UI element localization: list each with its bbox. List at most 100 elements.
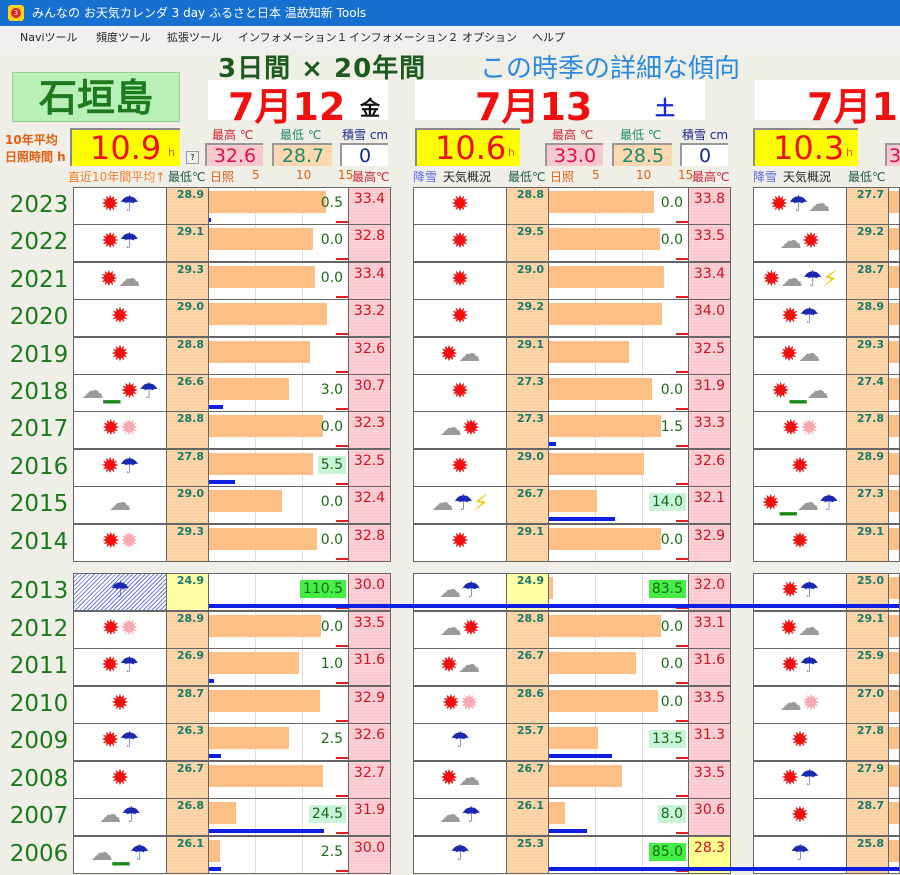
sun-icon: ✹	[790, 728, 810, 753]
sunshine-bar	[889, 228, 899, 251]
weather-cell: ✹	[73, 336, 167, 375]
max-temp-cell: 32.1	[688, 486, 731, 525]
tick-10: 10	[636, 168, 652, 182]
sunshine-bar	[889, 452, 899, 475]
menu-help[interactable]: ヘルプ	[532, 31, 565, 44]
sunshine-bar	[549, 228, 661, 251]
sunshine-cell	[888, 336, 900, 375]
min-temp-cell: 29.1	[846, 610, 889, 649]
max-temp-cell: 30.6	[688, 798, 731, 836]
sunshine-bar	[889, 689, 899, 712]
sunshine-cell: 85.0	[548, 835, 899, 874]
min-temp-cell: 28.8	[506, 187, 549, 225]
min-temp-cell: 27.8	[846, 411, 889, 450]
average-marker	[676, 520, 698, 523]
min-temp-cell: 28.7	[166, 685, 209, 724]
weather-cell: ✹☁	[413, 648, 507, 686]
date-box: 7月1	[755, 80, 900, 129]
precipitation-bar	[209, 754, 221, 758]
menu-options[interactable]: オプション	[462, 31, 517, 44]
sunshine-average-value: 10.9	[90, 129, 162, 167]
min-temp-cell: 24.9	[166, 573, 209, 611]
sunshine-cell	[888, 448, 900, 487]
min-temp-cell: 28.7	[846, 798, 889, 836]
min-temp-label: 最低 ℃	[620, 128, 662, 142]
min-temp-cell: 26.7	[506, 760, 549, 799]
sun-icon: ✹	[439, 341, 459, 367]
average-marker	[336, 869, 358, 872]
sunshine-cell: 83.5	[548, 573, 899, 611]
sun-icon: ✹	[780, 578, 800, 603]
min-temp-cell: 29.1	[506, 336, 549, 375]
weather-cell: ✹✹	[413, 685, 507, 724]
min-temp-cell: 27.7	[846, 187, 889, 225]
min-temp-cell: 26.6	[166, 374, 209, 412]
sunshine-bar	[549, 378, 652, 400]
thunder-icon: ⚡	[822, 266, 838, 292]
weather-cell: ✹☁	[753, 610, 847, 649]
min-temp-cell: 28.9	[166, 610, 209, 649]
average-marker	[336, 757, 358, 759]
min-temp-cell: 29.1	[166, 224, 209, 263]
sun-icon: ✹	[101, 528, 120, 554]
sun-icon: ✹	[100, 229, 120, 255]
min-temp-cell: 27.3	[506, 374, 549, 412]
sunshine-cell	[888, 374, 900, 412]
sun-icon: ✹	[450, 266, 470, 292]
sun-icon: ✹	[100, 192, 120, 217]
max-temp-label: 最高 ℃	[552, 128, 594, 142]
min-temp-cell: 25.9	[846, 648, 889, 686]
weather-cell: ☁✹	[753, 224, 847, 263]
menu-navi-tools[interactable]: Naviツール	[20, 31, 78, 44]
max-temp-cell: 31.9	[348, 798, 391, 836]
precipitation-value: 24.5	[308, 805, 346, 823]
max-temp-cell: 33.4	[688, 261, 731, 300]
help-button[interactable]: ?	[186, 151, 199, 164]
min-temp-header: 最低℃	[848, 170, 886, 184]
sunshine-bar	[889, 415, 899, 438]
average-marker	[336, 445, 358, 448]
precipitation-value: 8.0	[657, 805, 686, 823]
sunshine-cell	[888, 723, 900, 761]
sunshine-cell	[548, 299, 698, 338]
min-temp-cell: 27.8	[166, 448, 209, 487]
weather-cell: ✹☂	[753, 760, 847, 799]
sunshine-cell: 0.0	[208, 261, 358, 300]
average-marker	[336, 482, 358, 485]
sunshine-bar	[889, 839, 899, 862]
min-temp-cell: 28.6	[506, 685, 549, 724]
precipitation-value: 13.5	[648, 730, 686, 748]
page-title: 3日間 × 20年間	[218, 54, 427, 84]
sunshine-cell: 2.5	[208, 723, 358, 761]
sunshine-bar	[889, 378, 899, 400]
cloud-icon: ☁	[806, 379, 829, 404]
average-marker	[676, 757, 698, 759]
sun-icon: ✹	[801, 229, 821, 255]
sunshine-cell	[548, 760, 698, 799]
tick-5: 5	[592, 168, 600, 182]
sun-icon: ✹	[110, 304, 130, 330]
umbrella-icon: ☂	[119, 229, 140, 255]
min-temp-cell: 26.3	[166, 723, 209, 761]
menu-information-2[interactable]: インフォメーション２	[349, 31, 459, 44]
menu-frequency-tools[interactable]: 頻度ツール	[96, 31, 151, 44]
min-temp-average: 28.7	[272, 143, 332, 167]
min-temp-cell: 29.1	[506, 523, 549, 562]
menu-information-1[interactable]: インフォメーション１	[238, 31, 348, 44]
min-temp-cell: 29.1	[846, 523, 889, 562]
umbrella-icon: ☂	[450, 728, 470, 753]
min-temp-cell: 25.7	[506, 723, 549, 761]
sunshine-cell: 0.0	[548, 648, 698, 686]
weather-cell: ✹▁☁	[753, 374, 847, 412]
menu-extension-tools[interactable]: 拡張ツール	[167, 31, 222, 44]
sun-icon: ✹	[790, 803, 810, 828]
sunshine-header: 日照	[210, 170, 235, 184]
max-temp-cell: 32.6	[348, 723, 391, 761]
sunshine-cell: 0.5	[208, 187, 358, 225]
precipitation-bar	[209, 604, 729, 608]
tick-5: 5	[252, 168, 260, 182]
min-temp-cell: 29.3	[166, 523, 209, 562]
weather-cell: ✹☁	[413, 760, 507, 799]
weather-cell: ✹	[413, 448, 507, 487]
min-temp-cell: 27.0	[846, 685, 889, 724]
